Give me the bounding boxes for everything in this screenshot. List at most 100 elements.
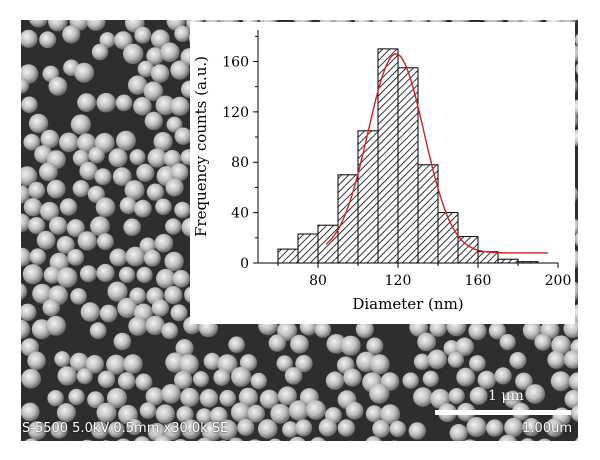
- nanoparticle: [180, 387, 200, 408]
- nanoparticle: [79, 265, 97, 283]
- nanoparticle: [504, 417, 524, 438]
- nanoparticle: [66, 219, 85, 238]
- nanoparticle: [113, 332, 132, 351]
- nanoparticle: [284, 367, 303, 385]
- nanoparticle: [310, 437, 326, 441]
- nanoparticle: [114, 31, 133, 50]
- nanoparticle: [87, 391, 105, 409]
- nanoparticle: [89, 322, 107, 340]
- nanoparticle: [417, 332, 436, 352]
- nanoparticle: [575, 437, 578, 441]
- nanoparticle: [86, 20, 106, 31]
- nanoparticle: [449, 424, 468, 441]
- nanoparticle: [125, 246, 146, 267]
- nanoparticle: [91, 43, 109, 61]
- nanoparticle: [509, 352, 527, 369]
- nanoparticle: [355, 320, 374, 339]
- nanoparticle: [28, 113, 49, 134]
- nanoparticle: [413, 387, 433, 407]
- nanoparticle: [314, 321, 332, 338]
- nanoparticle: [306, 400, 326, 420]
- nanoparticle: [57, 267, 78, 288]
- nanoparticle: [21, 185, 30, 204]
- nanoparticle: [469, 386, 488, 405]
- nanoparticle: [109, 248, 128, 267]
- nanoparticle: [77, 93, 96, 112]
- nanoparticle: [203, 352, 221, 370]
- nanoparticle: [42, 299, 60, 317]
- nanoparticle: [134, 436, 151, 441]
- nanoparticle: [155, 95, 176, 116]
- nanoparticle: [231, 366, 252, 387]
- nanoparticle: [402, 372, 419, 389]
- nanoparticle: [32, 283, 53, 304]
- nanoparticle: [21, 77, 30, 94]
- nanoparticle: [96, 263, 115, 283]
- nanoparticle: [547, 350, 566, 369]
- nanoparticle: [270, 403, 291, 424]
- y-tick-label: 0: [240, 256, 249, 272]
- nanoparticle: [46, 315, 66, 336]
- nanoparticle: [28, 217, 46, 235]
- nanoparticle: [21, 368, 41, 389]
- nanoparticle: [290, 334, 309, 354]
- nanoparticle: [76, 368, 93, 385]
- nanoparticle: [150, 64, 170, 83]
- nanoparticle: [99, 304, 118, 323]
- sem-info-bar: S-5500 5.0kV 0.5mm x30.0k SE: [22, 421, 229, 436]
- nanoparticle: [413, 353, 431, 370]
- nanoparticle: [106, 354, 127, 375]
- gaussian-fit-line: [325, 53, 548, 254]
- nanoparticle: [498, 434, 517, 441]
- nanoparticle: [295, 354, 313, 373]
- nanoparticle: [128, 316, 148, 336]
- nanoparticle: [40, 201, 59, 221]
- nanoparticle: [464, 439, 476, 441]
- nanoparticle: [21, 213, 31, 233]
- x-axis-label: Diameter (nm): [352, 295, 463, 313]
- nanoparticle: [117, 372, 136, 390]
- nanoparticle: [29, 248, 47, 265]
- nanoparticle: [97, 233, 114, 251]
- nanoparticle: [525, 384, 546, 404]
- nanoparticle: [143, 249, 161, 267]
- nanoparticle: [21, 166, 38, 187]
- nanoparticle: [133, 97, 152, 116]
- nanoparticle: [21, 303, 37, 321]
- nanoparticle: [201, 421, 222, 441]
- nanoparticle: [466, 417, 487, 437]
- nanoparticle: [48, 20, 68, 32]
- nanoparticle: [68, 388, 85, 406]
- nanoparticle: [174, 201, 191, 219]
- nanoparticle: [165, 218, 182, 235]
- nanoparticle: [176, 406, 194, 424]
- nanoparticle: [85, 355, 104, 374]
- nanoparticle: [27, 351, 46, 371]
- nanoparticle: [257, 419, 278, 439]
- nanoparticle: [108, 148, 128, 168]
- y-tick-label: 80: [231, 155, 249, 171]
- nanoparticle: [369, 383, 390, 404]
- nanoparticle: [343, 368, 362, 387]
- nanoparticle: [90, 216, 110, 237]
- nanoparticle: [289, 436, 306, 441]
- nanoparticle: [155, 404, 175, 424]
- nanoparticle: [102, 440, 110, 441]
- nanoparticle: [21, 402, 40, 422]
- nanoparticle: [574, 232, 578, 247]
- nanoparticle: [74, 62, 95, 83]
- nanoparticle: [228, 336, 245, 354]
- nanoparticle: [196, 408, 213, 425]
- nanoparticle: [154, 233, 174, 253]
- nanoparticle: [137, 60, 155, 78]
- nanoparticle: [488, 322, 506, 340]
- nanoparticle: [408, 422, 426, 440]
- nanoparticle: [161, 384, 182, 404]
- histogram-bar-11: [497, 258, 519, 264]
- nanoparticle: [340, 335, 361, 356]
- nanoparticle: [494, 367, 512, 385]
- nanoparticle: [115, 94, 133, 112]
- nanoparticle: [469, 355, 486, 372]
- nanoparticle: [129, 149, 146, 166]
- nanoparticle: [136, 266, 153, 284]
